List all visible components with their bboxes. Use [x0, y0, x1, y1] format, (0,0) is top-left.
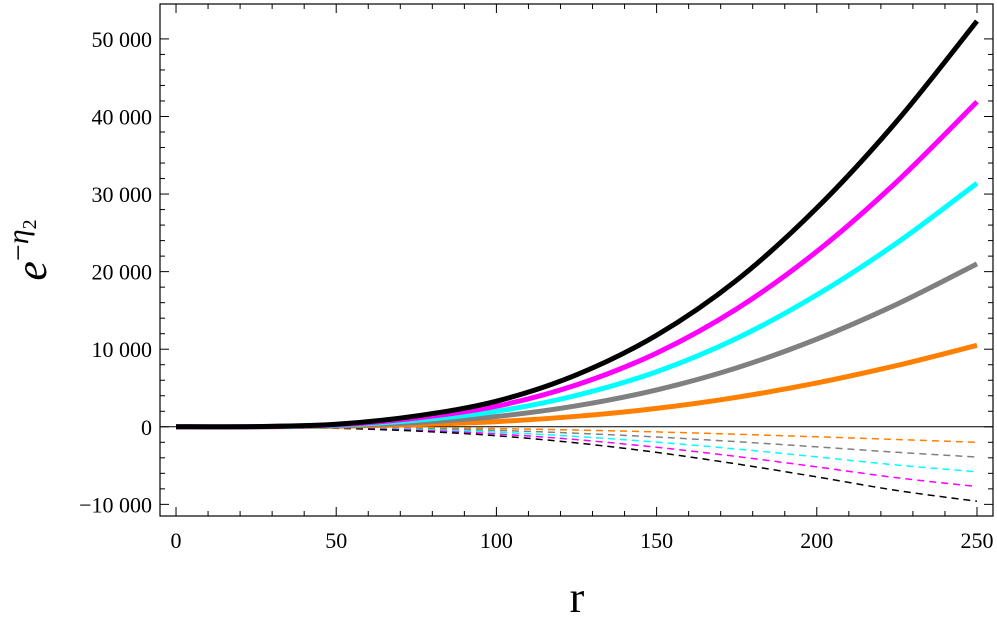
- y-axis-title-sup-sub: 2: [19, 219, 41, 229]
- y-tick-label: −10 000: [79, 492, 152, 517]
- y-tick-label: 40 000: [92, 104, 153, 129]
- y-tick-label: 10 000: [92, 337, 153, 362]
- series-line-6-dashed: [176, 426, 978, 458]
- series-line-1-solid: [176, 99, 979, 430]
- series-line-0-solid: [176, 19, 979, 430]
- y-tick-label: 30 000: [92, 182, 153, 207]
- tick-labels: 0 50 100 150 200 250 −10 000 0 10 000 20 000 30 00…: [79, 27, 993, 553]
- x-tick-label: 150: [640, 528, 673, 553]
- x-tick-label: 50: [325, 528, 347, 553]
- y-axis-title-sup-prefix: −: [2, 244, 35, 261]
- y-axis-title-sup-symbol: η: [2, 229, 35, 244]
- y-axis-title: e−η2: [2, 219, 56, 280]
- x-tick-label: 0: [171, 528, 182, 553]
- x-axis-title: r: [570, 573, 585, 621]
- y-tick-label: 0: [141, 415, 152, 440]
- y-tick-label: 20 000: [92, 260, 153, 285]
- plot-frame: [159, 3, 994, 517]
- x-tick-label: 100: [480, 528, 513, 553]
- series-line-3-solid: [176, 261, 979, 430]
- y-axis-title-base: e: [7, 261, 56, 281]
- x-tick-label: 250: [960, 528, 993, 553]
- svg-text:e−η2: e−η2: [2, 219, 56, 280]
- y-tick-label: 50 000: [92, 27, 153, 52]
- series-line-9-dashed: [176, 426, 978, 503]
- tick-marks: [160, 4, 993, 516]
- x-tick-label: 200: [800, 528, 833, 553]
- series-layer: [176, 19, 979, 503]
